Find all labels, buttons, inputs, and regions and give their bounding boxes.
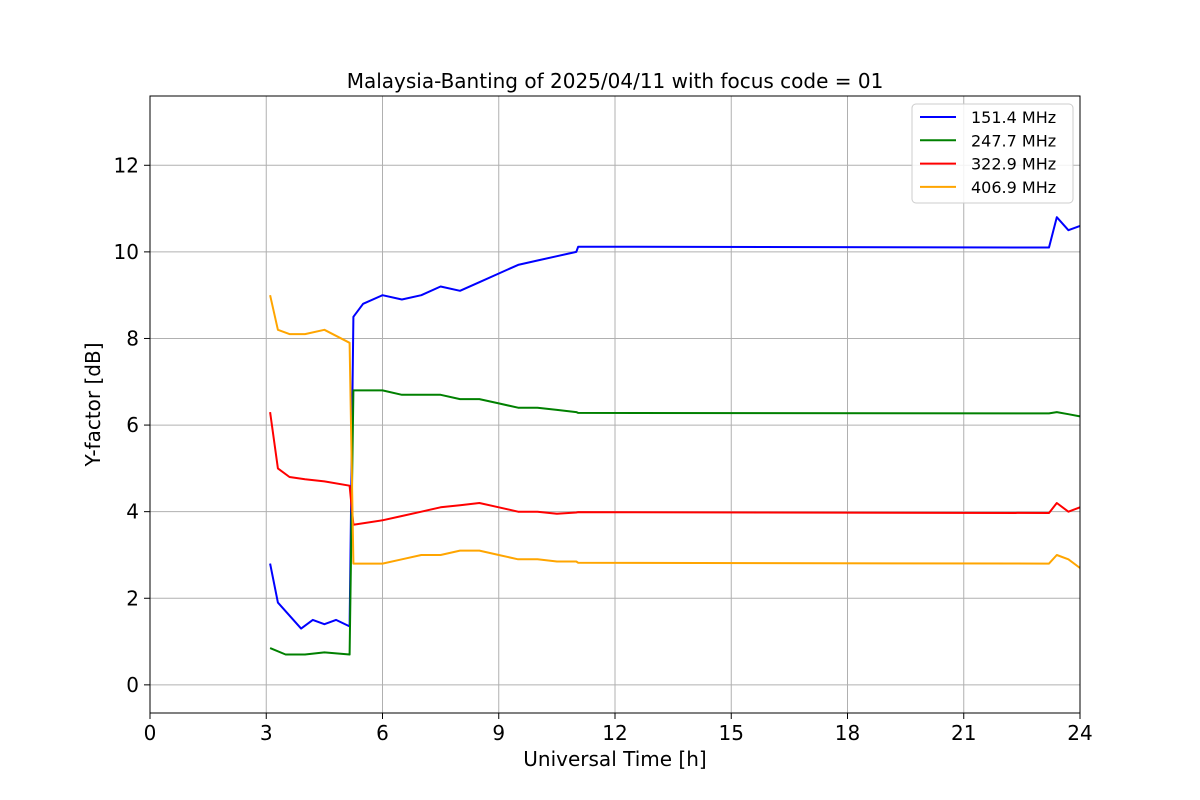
x-tick-label: 0: [144, 721, 157, 745]
y-tick-label: 0: [126, 673, 139, 697]
y-tick-label: 6: [126, 413, 139, 437]
x-axis-ticks: 0 3 6 9 12 15 18 21 24: [144, 713, 1093, 745]
legend-entries: 151.4 MHz 247.7 MHz 322.9 MHz 406.9 MHz: [920, 108, 1056, 197]
x-tick-label: 24: [1067, 721, 1092, 745]
x-axis-label: Universal Time [h]: [523, 747, 706, 771]
y-tick-label: 2: [126, 586, 139, 610]
x-tick-label: 3: [260, 721, 273, 745]
y-tick-label: 10: [114, 240, 139, 264]
series-line-4: [269, 294, 1081, 569]
x-tick-label: 21: [951, 721, 976, 745]
series-layer: [269, 216, 1081, 656]
x-tick-label: 18: [835, 721, 860, 745]
legend-label: 322.9 MHz: [971, 155, 1056, 174]
y-tick-label: 8: [126, 326, 139, 350]
x-tick-label: 15: [719, 721, 744, 745]
legend: 151.4 MHz 247.7 MHz 322.9 MHz 406.9 MHz: [911, 103, 1074, 204]
legend-label: 247.7 MHz: [971, 131, 1056, 150]
series-line-2: [269, 389, 1081, 656]
y-tick-label: 12: [114, 153, 139, 177]
legend-frame: [911, 103, 1074, 204]
y-axis-ticks: 0 2 4 6 8 10 12: [114, 153, 150, 697]
legend-label: 151.4 MHz: [971, 108, 1056, 127]
y-axis-label: Y-factor [dB]: [81, 342, 105, 467]
series-line-1: [269, 216, 1081, 630]
chart-title: Malaysia-Banting of 2025/04/11 with focu…: [347, 69, 884, 93]
x-tick-label: 9: [492, 721, 505, 745]
x-tick-label: 12: [602, 721, 627, 745]
x-tick-label: 6: [376, 721, 389, 745]
legend-label: 406.9 MHz: [971, 178, 1056, 197]
series-line-3: [269, 411, 1081, 526]
y-tick-label: 4: [126, 500, 139, 524]
